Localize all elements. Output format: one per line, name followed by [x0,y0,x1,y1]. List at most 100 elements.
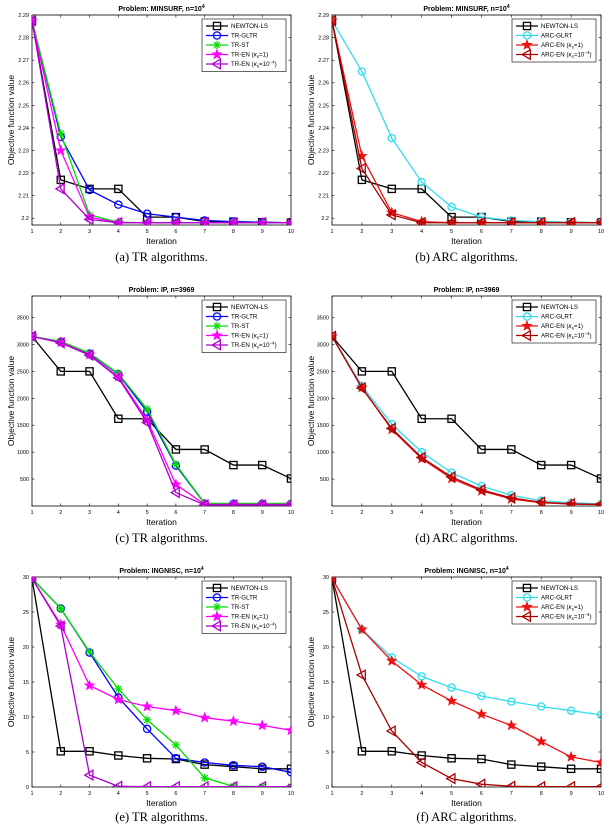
data-point [445,216,456,225]
data-point [594,500,601,506]
legend-entry: TR-GLTR [231,595,258,602]
data-point [417,177,426,187]
x-tick-label: 3 [390,510,393,516]
legend-entry: TR-EN (κs=1) [231,333,268,341]
data-point [285,724,291,736]
chart-panel-5: Problem: INGNISC, n=104 1 2 3 4 5 6 7 8 9 10 0 5 10 15… [6,566,294,808]
data-point [357,67,367,76]
data-point [227,216,238,225]
x-tick-label: 5 [450,791,453,797]
data-point [142,404,152,414]
figure-caption: (c) TR algorithms. [115,531,208,545]
legend-entry: NEWTON-LS [231,23,268,30]
series-line-5 [32,578,291,787]
x-tick-label: 10 [288,510,294,516]
data-point [332,577,337,585]
x-tick-label: 9 [570,510,573,516]
x-tick-label: 10 [598,510,604,516]
data-point [171,754,181,763]
data-point [477,691,486,701]
data-point [505,216,516,225]
x-tick-label: 1 [330,229,333,235]
data-point [447,202,456,212]
data-point [385,422,396,435]
chart-panel-1: Problem: MINSURF, n=104 1 2 3 4 5 6 7 8 9 10 2.2 2.2… [6,4,294,246]
data-point [445,694,458,706]
data-point [198,780,209,787]
legend-entry: NEWTON-LS [231,304,268,311]
data-point [286,474,291,483]
series-line-1 [332,335,601,480]
data-point [284,783,291,787]
chart-panel-2: Problem: MINSURF, n=104 1 2 3 4 5 6 7 8 9 10 2.2 2.2… [306,4,604,246]
x-tick-label: 9 [570,229,573,235]
data-point [507,445,516,454]
x-tick-label: 2 [59,510,62,516]
data-point [229,460,238,470]
x-axis-label: Iteration [146,517,177,527]
series-layer [32,577,291,787]
x-tick-label: 10 [598,791,604,797]
x-tick-label: 5 [146,791,149,797]
data-point [386,654,398,666]
y-tick-label: 2.21 [18,194,29,200]
data-point [507,697,516,706]
x-tick-label: 4 [117,229,120,235]
data-point [227,715,240,727]
x-tick-label: 6 [174,229,177,235]
chart-panel-3: Problem: IP, n=3969 1 2 3 4 5 6 7 8 9 10 500 1000 150… [6,287,294,527]
y-tick-label: 500 [320,477,329,483]
chart-title: Problem: INGNISC, n=104 [119,566,204,575]
data-point [505,719,518,731]
data-point [415,678,428,690]
x-tick-label: 3 [88,791,91,797]
legend: NEWTON-LS TR-GLTR TR-ST TR-EN (κs=1)TR-EN (… [201,580,287,634]
chart-panel-6: Problem: INGNISC, n=104 1 2 3 4 5 6 7 8 9 10 0 5 10 15… [306,566,604,808]
figure-caption: (a) TR algorithms. [115,250,208,264]
data-point [286,768,291,777]
x-tick-label: 10 [598,229,604,235]
data-point [284,219,291,225]
series-layer [332,15,601,225]
y-axis-label: Objective function value [306,356,316,447]
series-line-4 [332,336,601,506]
x-tick-label: 4 [117,791,120,797]
y-tick-label: 30 [23,575,29,581]
legend-entry: TR-ST [231,323,249,330]
data-point [227,780,238,787]
legend-swatch-marker [522,583,532,593]
data-point [169,216,180,225]
data-point [536,702,546,711]
legend-swatch-marker [212,602,222,612]
chart-title: Problem: INGNISC, n=104 [424,566,509,575]
data-point [85,185,94,195]
x-tick-label: 8 [540,510,543,516]
legend: NEWTON-LS TR-GLTR TR-ST TR-EN (κs=1)TR-EN (… [201,299,287,353]
data-point [256,216,267,225]
y-tick-label: 20 [323,645,329,651]
y-tick-label: 2500 [317,369,329,375]
data-point [169,780,180,787]
x-tick-label: 5 [450,510,453,516]
data-point [595,756,601,768]
data-point [56,175,66,185]
data-point [535,216,546,225]
data-point [355,669,366,681]
data-point [357,175,367,185]
data-point [54,182,65,195]
x-tick-label: 1 [30,510,33,516]
x-tick-label: 1 [30,791,33,797]
legend-swatch-marker [210,620,222,632]
legend: NEWTON-LS ARC-GLRT ARC-EN (κs=1)ARC-EN (κs… [511,18,597,63]
x-tick-label: 4 [420,791,423,797]
y-tick-label: 2.21 [318,194,329,200]
y-tick-label: 2000 [17,396,29,402]
legend-entry: ARC-GLRT [541,595,573,602]
data-point [83,769,94,782]
legend-swatch-marker [210,339,222,351]
data-point [355,382,366,395]
x-tick-label: 8 [540,791,543,797]
data-point [475,778,486,787]
legend-swatch-marker [212,312,222,321]
legend-swatch-marker [521,319,533,331]
